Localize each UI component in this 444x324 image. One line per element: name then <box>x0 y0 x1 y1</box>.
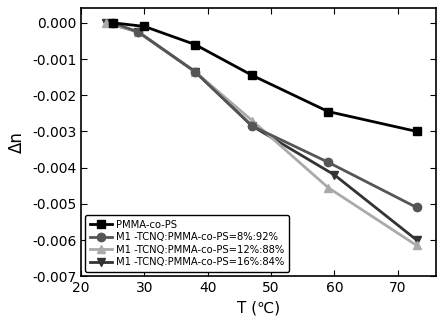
Line: M1 -TCNQ:PMMA-co-PS=16%:84%: M1 -TCNQ:PMMA-co-PS=16%:84% <box>102 19 421 244</box>
M1 -TCNQ:PMMA-co-PS=8%:92% <box>414 205 419 209</box>
M1 -TCNQ:PMMA-co-PS=12%:88% <box>192 70 198 74</box>
M1 -TCNQ:PMMA-co-PS=8%:92% <box>325 160 331 164</box>
Legend: PMMA-co-PS, M1 -TCNQ:PMMA-co-PS=8%:92%, M1 -TCNQ:PMMA-co-PS=12%:88%, M1 -TCNQ:PM: PMMA-co-PS, M1 -TCNQ:PMMA-co-PS=8%:92%, … <box>85 215 289 272</box>
PMMA-co-PS <box>414 130 419 133</box>
M1 -TCNQ:PMMA-co-PS=8%:92% <box>250 124 255 128</box>
M1 -TCNQ:PMMA-co-PS=16%:84% <box>192 70 198 74</box>
Line: M1 -TCNQ:PMMA-co-PS=8%:92%: M1 -TCNQ:PMMA-co-PS=8%:92% <box>109 19 421 212</box>
PMMA-co-PS <box>110 21 115 25</box>
PMMA-co-PS <box>325 110 331 113</box>
M1 -TCNQ:PMMA-co-PS=12%:88% <box>250 119 255 122</box>
M1 -TCNQ:PMMA-co-PS=12%:88% <box>414 244 419 248</box>
M1 -TCNQ:PMMA-co-PS=12%:88% <box>104 21 109 25</box>
M1 -TCNQ:PMMA-co-PS=16%:84% <box>332 173 337 177</box>
PMMA-co-PS <box>142 25 147 29</box>
M1 -TCNQ:PMMA-co-PS=16%:84% <box>104 21 109 25</box>
M1 -TCNQ:PMMA-co-PS=8%:92% <box>192 70 198 74</box>
Line: M1 -TCNQ:PMMA-co-PS=12%:88%: M1 -TCNQ:PMMA-co-PS=12%:88% <box>102 19 421 250</box>
PMMA-co-PS <box>250 73 255 77</box>
M1 -TCNQ:PMMA-co-PS=12%:88% <box>325 186 331 190</box>
M1 -TCNQ:PMMA-co-PS=8%:92% <box>110 21 115 25</box>
X-axis label: T (℃): T (℃) <box>237 301 280 316</box>
Line: PMMA-co-PS: PMMA-co-PS <box>109 19 421 136</box>
M1 -TCNQ:PMMA-co-PS=16%:84% <box>250 124 255 128</box>
M1 -TCNQ:PMMA-co-PS=12%:88% <box>135 30 141 34</box>
PMMA-co-PS <box>192 42 198 46</box>
M1 -TCNQ:PMMA-co-PS=8%:92% <box>135 30 141 34</box>
M1 -TCNQ:PMMA-co-PS=16%:84% <box>135 30 141 34</box>
M1 -TCNQ:PMMA-co-PS=16%:84% <box>414 238 419 242</box>
Y-axis label: Δn: Δn <box>8 131 26 153</box>
